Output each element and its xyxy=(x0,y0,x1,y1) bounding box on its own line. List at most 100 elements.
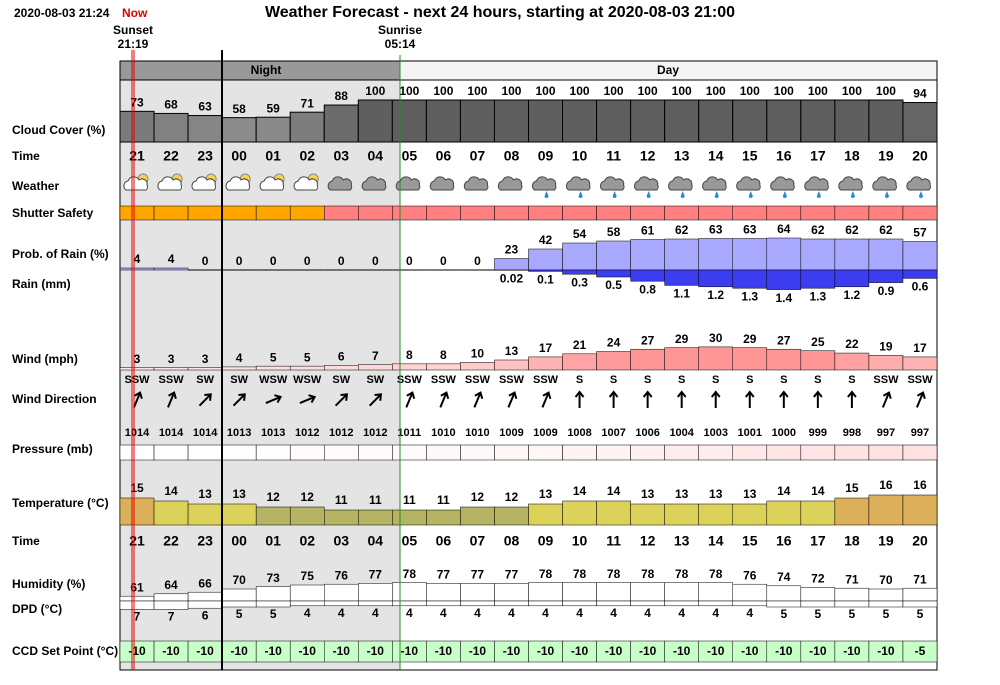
wind-bar xyxy=(665,348,699,370)
time-label: 07 xyxy=(470,533,486,549)
humidity-label: 70 xyxy=(879,573,893,587)
rain-label: 1.2 xyxy=(707,288,724,302)
rain-bar xyxy=(563,270,597,274)
wind-arrow xyxy=(913,391,927,409)
weather-icon xyxy=(805,177,829,198)
cloud-bar xyxy=(392,100,426,142)
row-label: Wind (mph) xyxy=(12,352,78,366)
dpd-label: 4 xyxy=(338,606,345,620)
rain-bar xyxy=(597,270,631,277)
cloud-label: 100 xyxy=(672,84,692,98)
rain-label: 0.8 xyxy=(639,282,656,296)
dpd-label: 6 xyxy=(202,608,209,622)
cloud-shape xyxy=(464,177,488,190)
wind-dir-label: S xyxy=(746,374,753,386)
cloud-bar xyxy=(256,117,290,142)
row-label: CCD Set Point (°C) xyxy=(12,644,118,658)
temp-bar xyxy=(460,507,494,525)
dpd-label: 4 xyxy=(746,606,753,620)
temp-label: 11 xyxy=(403,493,416,507)
humidity-bar xyxy=(120,596,154,601)
temp-label: 13 xyxy=(743,487,757,501)
rain-bar xyxy=(835,270,869,287)
time-label: 15 xyxy=(742,148,758,164)
wind-label: 3 xyxy=(202,352,209,366)
wind-arrow xyxy=(471,391,485,409)
cloud-bar xyxy=(154,113,188,142)
day-label: Day xyxy=(657,63,679,77)
humidity-bar xyxy=(699,583,733,601)
cloud-bar xyxy=(188,116,222,142)
wind-label: 19 xyxy=(879,340,893,354)
wind-label: 27 xyxy=(777,333,791,347)
pressure-bar xyxy=(460,445,494,460)
row-label: Humidity (%) xyxy=(12,577,85,591)
weather-icon xyxy=(566,177,590,198)
wind-bar xyxy=(154,368,188,370)
temp-label: 14 xyxy=(607,484,621,498)
prob-bar xyxy=(563,243,597,270)
pressure-label: 997 xyxy=(911,427,929,439)
wind-label: 8 xyxy=(440,348,447,362)
time-label: 14 xyxy=(708,148,724,164)
temp-bar xyxy=(665,504,699,525)
prob-bar xyxy=(529,249,563,270)
time-label: 19 xyxy=(878,533,894,549)
temp-bar xyxy=(563,501,597,525)
cloud-label: 100 xyxy=(842,84,862,98)
weather-icon xyxy=(839,177,863,198)
cloud-bar xyxy=(597,100,631,142)
prob-bar xyxy=(733,239,767,271)
wind-bar xyxy=(801,351,835,370)
pressure-bar xyxy=(154,445,188,460)
humidity-bar xyxy=(460,583,494,601)
shutter-cell xyxy=(426,206,460,220)
prob-label: 62 xyxy=(675,223,689,237)
humidity-label: 64 xyxy=(164,578,178,592)
cloud-label: 100 xyxy=(570,84,590,98)
dpd-label: 4 xyxy=(304,606,311,620)
cloud-bar xyxy=(222,118,256,142)
wind-dir-label: S xyxy=(610,374,617,386)
ccd-label: -10 xyxy=(537,644,555,658)
temp-label: 13 xyxy=(198,487,212,501)
prob-label: 62 xyxy=(879,223,893,237)
rain-label: 1.2 xyxy=(844,288,861,302)
temp-bar xyxy=(188,504,222,525)
cloud-label: 71 xyxy=(301,96,315,110)
arrow xyxy=(576,392,584,408)
humidity-label: 72 xyxy=(811,572,825,586)
time-label: 03 xyxy=(333,148,349,164)
humidity-bar xyxy=(392,583,426,601)
sunrise-time: 05:14 xyxy=(385,37,416,51)
time-label: 14 xyxy=(708,533,724,549)
rain-drop xyxy=(817,191,821,198)
cloud-label: 88 xyxy=(335,89,349,103)
wind-dir-label: SW xyxy=(230,374,248,386)
prob-label: 4 xyxy=(168,252,175,266)
shutter-cell xyxy=(222,206,256,220)
rain-bar xyxy=(903,270,937,278)
cloud-label: 100 xyxy=(433,84,453,98)
wind-bar xyxy=(324,365,358,370)
prob-label: 23 xyxy=(505,243,519,257)
ccd-label: -10 xyxy=(809,644,827,658)
time-label: 16 xyxy=(776,148,792,164)
time-label: 16 xyxy=(776,533,792,549)
dpd-bar xyxy=(256,601,290,607)
time-label: 22 xyxy=(163,533,179,549)
timestamp: 2020-08-03 21:24 xyxy=(14,6,110,20)
cloud-bar xyxy=(494,100,528,142)
pressure-bar xyxy=(290,445,324,460)
dpd-bar xyxy=(801,601,835,607)
humidity-bar xyxy=(154,594,188,601)
shutter-cell xyxy=(120,206,154,220)
humidity-label: 76 xyxy=(743,568,757,582)
shutter-cell xyxy=(801,206,835,220)
cloud-shape xyxy=(430,177,454,190)
prob-bar xyxy=(120,268,154,270)
sunset-label: Sunset xyxy=(113,23,153,37)
wind-label: 17 xyxy=(539,341,553,355)
dpd-label: 4 xyxy=(508,606,515,620)
